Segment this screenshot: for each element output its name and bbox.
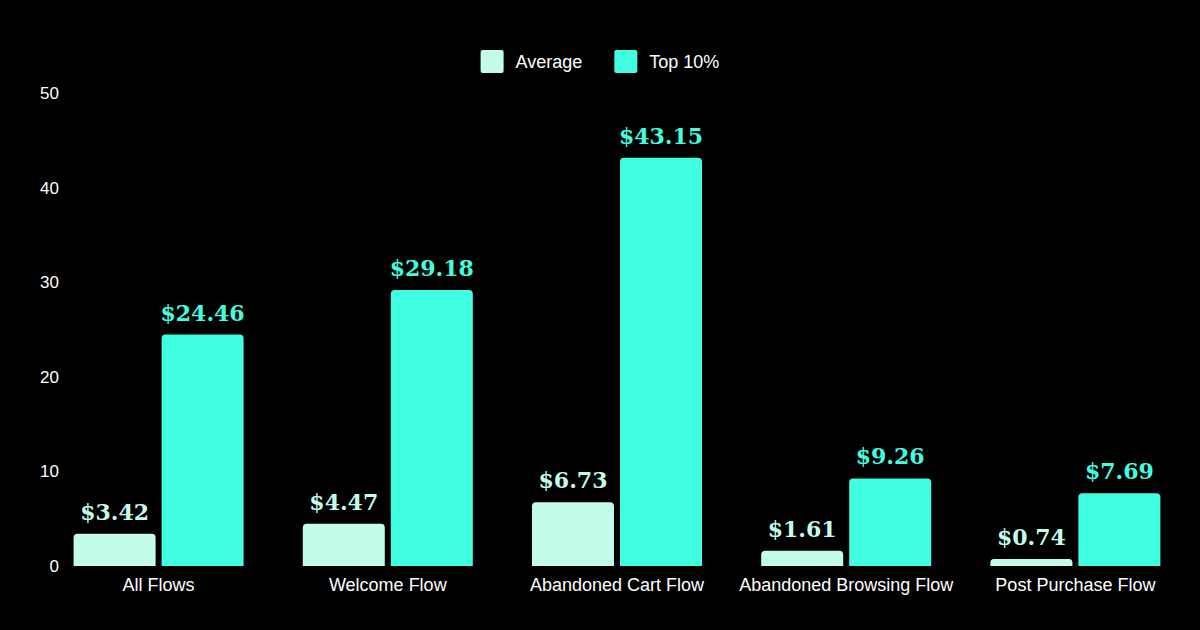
x-axis: All Flows Welcome Flow Abandoned Cart Flow… <box>123 575 1157 595</box>
data-label: $43.15 <box>619 123 703 149</box>
category-label: Post Purchase Flow <box>995 575 1156 595</box>
category-label: Welcome Flow <box>329 575 448 595</box>
bar <box>74 534 156 566</box>
data-labels: $3.42 $24.46 $4.47 $29.18 $6.73 $43.15 $1.61 $9… <box>80 123 1154 550</box>
bar <box>303 524 385 566</box>
bar <box>162 335 244 566</box>
bars <box>74 158 1161 566</box>
bar <box>849 478 931 566</box>
data-label: $3.42 <box>80 499 149 525</box>
y-tick-label: 50 <box>40 84 59 103</box>
bar <box>1078 493 1160 566</box>
data-label: $7.69 <box>1085 458 1154 484</box>
bar <box>990 559 1072 566</box>
background <box>0 0 1200 630</box>
data-label: $0.74 <box>997 524 1066 550</box>
data-label: $9.26 <box>856 443 925 469</box>
legend-label: Average <box>516 52 583 72</box>
bar <box>532 502 614 566</box>
data-label: $24.46 <box>160 300 244 326</box>
chart: 0 10 20 30 40 50 $3.42 $24.46 $4.47 $29.18 $6.73 $4… <box>0 0 1200 630</box>
data-label: $4.47 <box>309 489 378 515</box>
y-tick-label: 30 <box>40 273 59 292</box>
data-label: $6.73 <box>539 467 608 493</box>
y-tick-label: 40 <box>40 179 59 198</box>
data-label: $1.61 <box>768 516 837 542</box>
legend-swatch <box>481 50 504 73</box>
data-label: $29.18 <box>390 255 474 281</box>
bar <box>391 290 473 566</box>
y-tick-label: 0 <box>50 557 59 576</box>
y-tick-label: 20 <box>40 368 59 387</box>
category-label: All Flows <box>123 575 195 595</box>
category-label: Abandoned Browsing Flow <box>739 575 954 595</box>
legend-swatch <box>614 50 637 73</box>
bar <box>620 158 702 566</box>
y-axis: 0 10 20 30 40 50 <box>40 84 59 576</box>
y-tick-label: 10 <box>40 462 59 481</box>
bar <box>761 551 843 566</box>
category-label: Abandoned Cart Flow <box>530 575 705 595</box>
legend: Average Top 10% <box>481 50 720 73</box>
legend-label: Top 10% <box>649 52 719 72</box>
